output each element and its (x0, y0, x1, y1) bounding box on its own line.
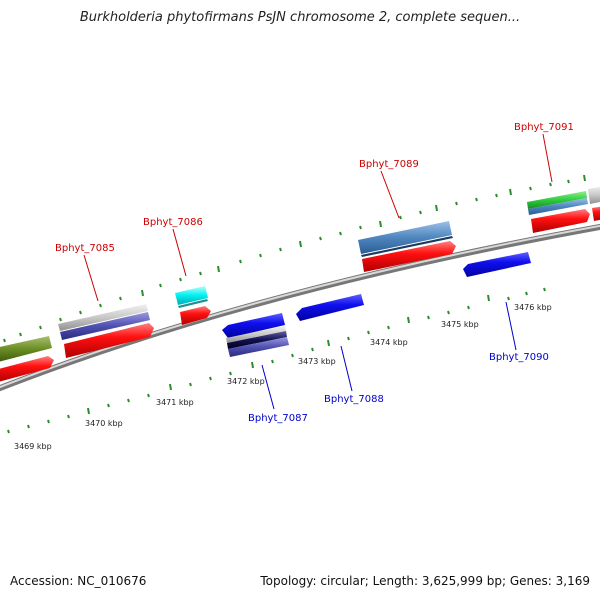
scale-label: 3470 kbp (85, 419, 123, 428)
red-gene-arrow[interactable] (362, 241, 456, 272)
purple-feature-rev[interactable] (228, 337, 289, 357)
steel-feature-small[interactable] (528, 198, 588, 215)
cyan-feature-underline (178, 299, 208, 308)
scale-label: 3471 kbp (156, 398, 194, 407)
reverse-strand-ticks (7, 287, 546, 434)
grey-feature-rev[interactable] (226, 326, 286, 343)
blue-gene-arrow[interactable] (296, 294, 364, 321)
label-leaders (83, 133, 553, 410)
red-gene-arrow[interactable] (0, 356, 54, 382)
topology-label: Topology: circular; Length: 3,625,999 bp… (260, 574, 590, 588)
red-gene-arrow[interactable] (531, 209, 590, 233)
scale-label: 3475 kbp (441, 320, 479, 329)
grey-feature[interactable] (58, 304, 148, 331)
gene-label-bphyt-7090[interactable]: Bphyt_7090 (489, 352, 549, 363)
purple-feature[interactable] (60, 312, 150, 340)
red-gene-arrow[interactable] (180, 306, 211, 325)
blue-gene-arrow[interactable] (463, 252, 531, 277)
navy-feature-rev[interactable] (227, 331, 287, 349)
reverse-gene-arrows (222, 252, 531, 357)
gene-label-bphyt-7091[interactable]: Bphyt_7091 (514, 122, 574, 133)
forward-gene-blocks (0, 186, 600, 362)
gene-label-bphyt-7088[interactable]: Bphyt_7088 (324, 394, 384, 405)
grey-feature-edge[interactable] (588, 186, 600, 204)
forward-strand-ticks (3, 174, 586, 343)
red-gene-arrow[interactable] (64, 323, 154, 358)
red-gene-arrow[interactable] (592, 206, 600, 221)
blue-gene-arrow[interactable] (222, 313, 285, 338)
gene-label-bphyt-7086[interactable]: Bphyt_7086 (143, 217, 203, 228)
accession-label: Accession: NC_010676 (10, 574, 147, 588)
olive-feature[interactable] (0, 336, 52, 362)
gene-label-bphyt-7085[interactable]: Bphyt_7085 (55, 243, 115, 254)
cyan-feature[interactable] (175, 286, 208, 305)
steel-feature-underline (361, 236, 453, 257)
map-title: Burkholderia phytofirmans PsJN chromosom… (79, 10, 521, 25)
scale-label: 3473 kbp (298, 357, 336, 366)
steel-feature[interactable] (358, 221, 452, 254)
green-feature[interactable] (527, 191, 587, 209)
gene-label-bphyt-7089[interactable]: Bphyt_7089 (359, 159, 419, 170)
gene-label-bphyt-7087[interactable]: Bphyt_7087 (248, 413, 308, 424)
scale-label: 3474 kbp (370, 338, 408, 347)
scale-label: 3469 kbp (14, 442, 52, 451)
forward-gene-arrows (0, 206, 600, 382)
scale-label: 3472 kbp (227, 377, 265, 386)
scale-label: 3476 kbp (514, 303, 552, 312)
chromosome-backbone-highlight (0, 224, 600, 389)
